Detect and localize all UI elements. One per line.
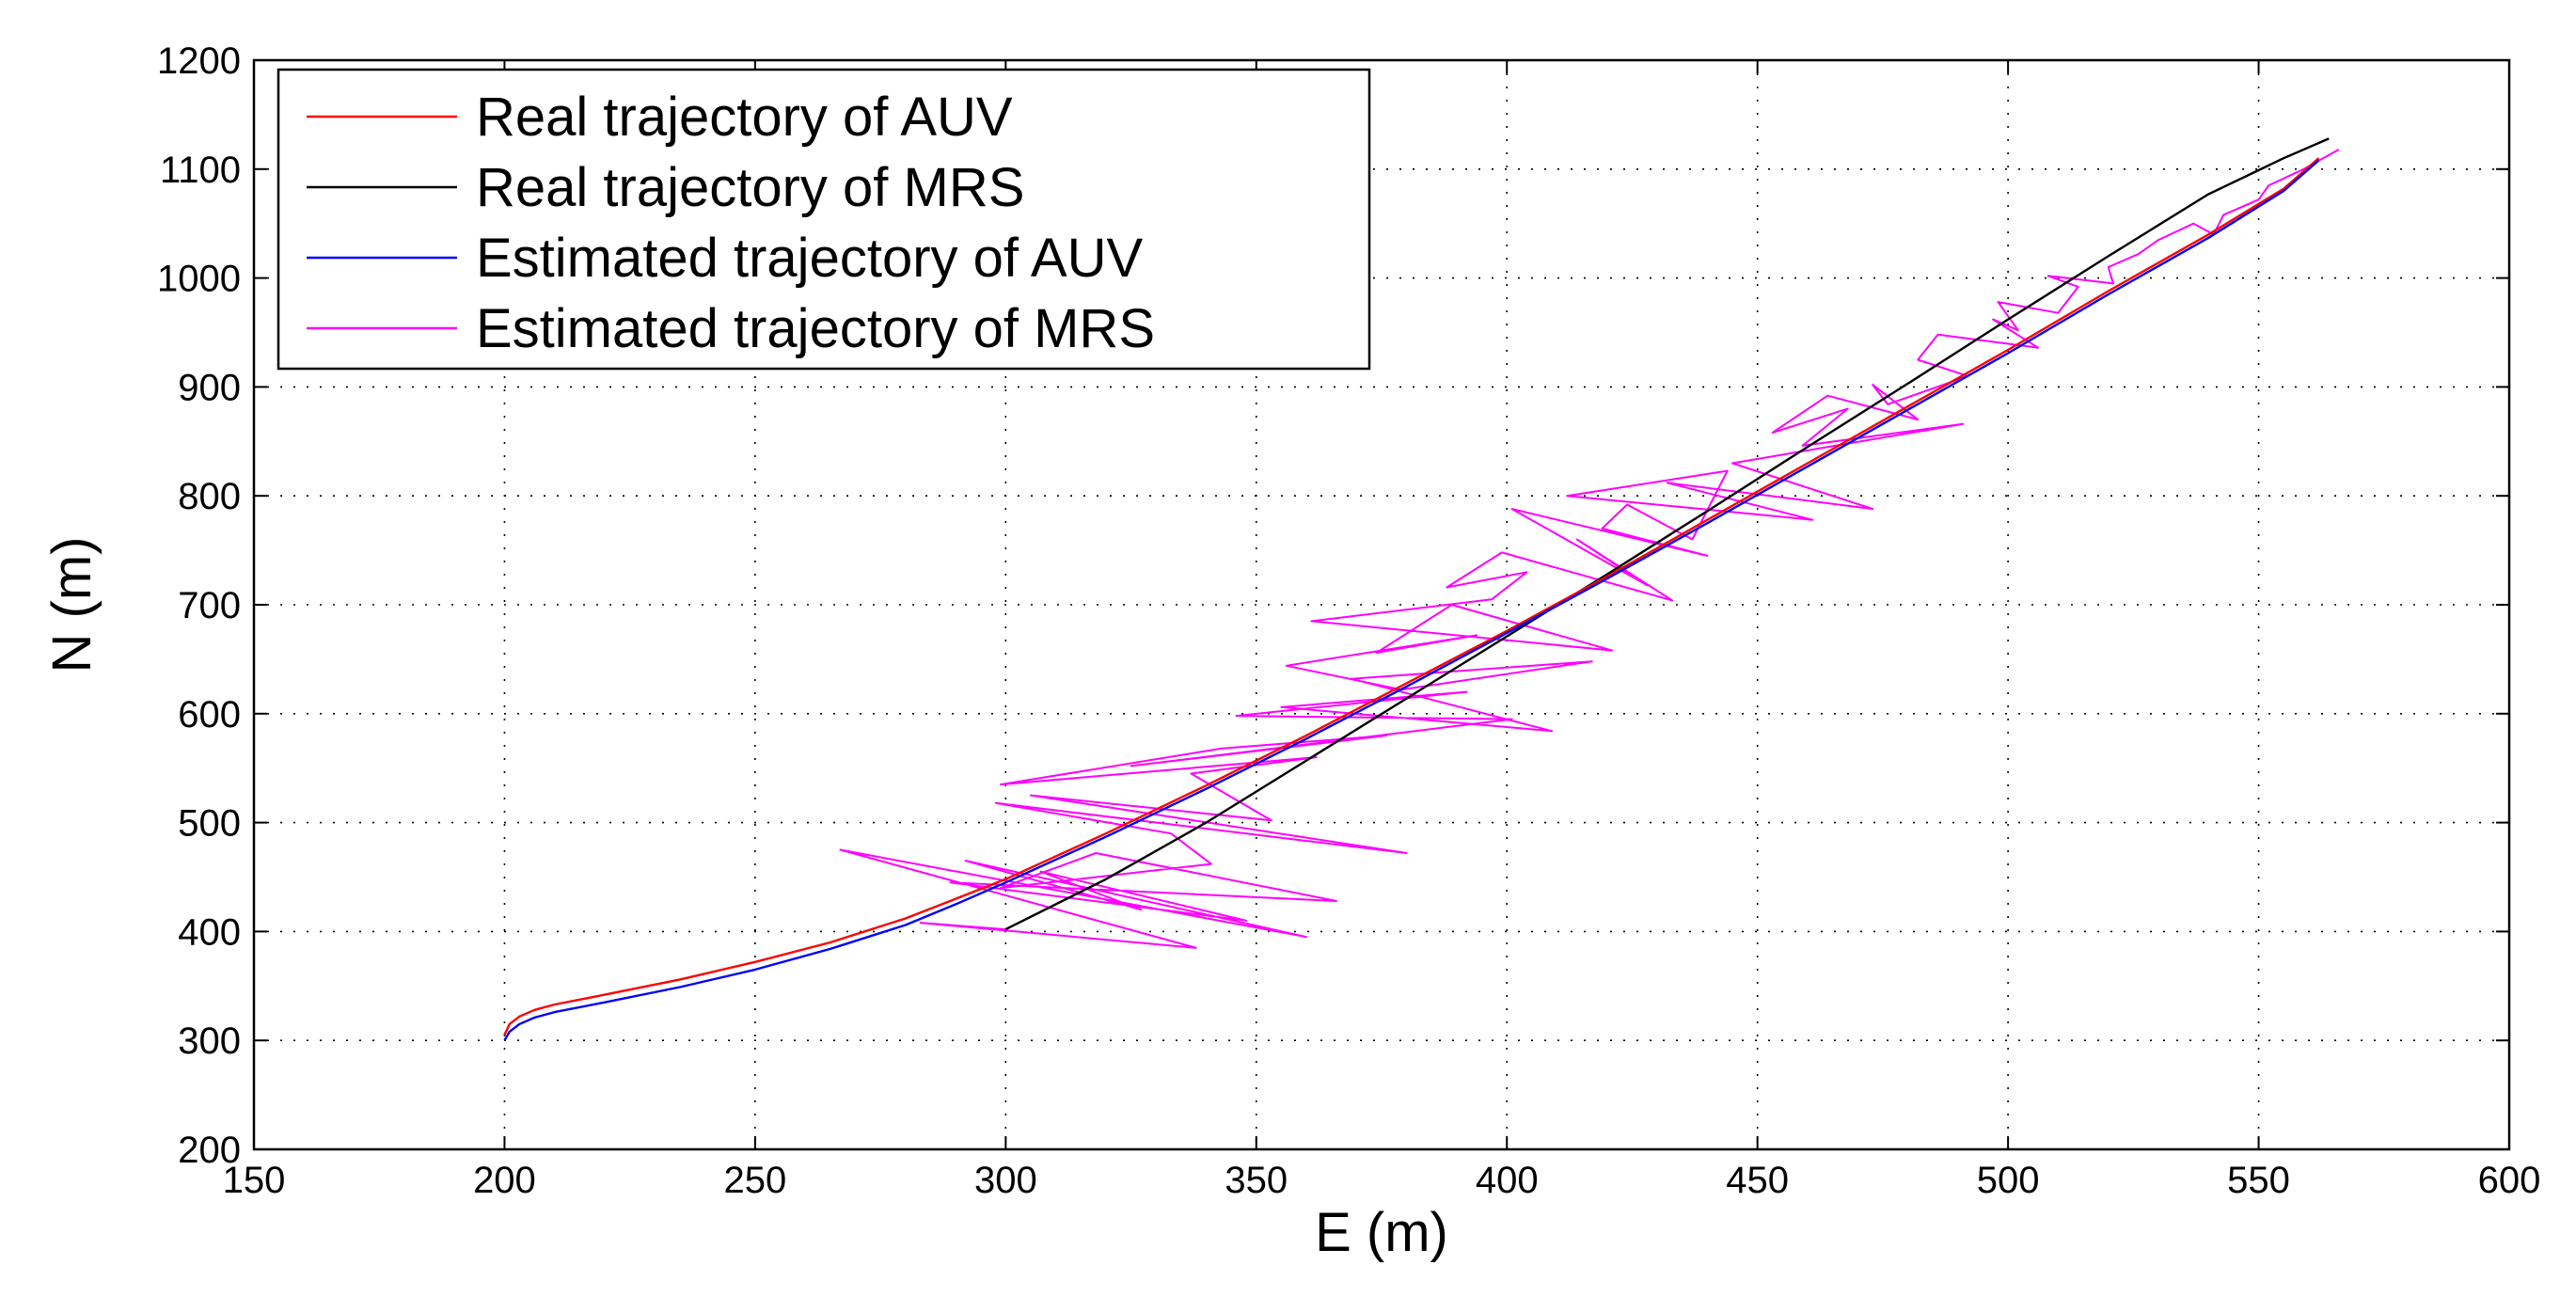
- axis-ticks: 150 200 250 300 350 400 450 500 550 6002003004005…: [157, 40, 2540, 1201]
- y-tick-label: 800: [178, 476, 241, 517]
- series-line-estimated-trajectory-of-auv: [503, 159, 2320, 1041]
- x-tick-label: 350: [1225, 1160, 1288, 1201]
- legend-box: [277, 68, 1371, 371]
- series-line-estimated-trajectory-of-mrs: [839, 149, 2340, 949]
- legend: Real trajectory of AUV Real trajectory of…: [277, 68, 1371, 371]
- y-tick-label: 1000: [157, 259, 241, 300]
- legend-entry-label: Real trajectory of MRS: [476, 157, 1024, 218]
- y-tick-label: 1100: [160, 150, 241, 191]
- x-tick-label: 600: [2478, 1160, 2541, 1201]
- x-tick-label: 550: [2227, 1160, 2290, 1201]
- x-tick-label: 500: [1977, 1160, 2040, 1201]
- x-tick-label: 200: [473, 1160, 536, 1201]
- x-tick-label: 400: [1476, 1160, 1539, 1201]
- y-tick-label: 500: [178, 803, 241, 845]
- series-line-real-trajectory-of-mrs: [1004, 137, 2330, 931]
- legend-entry-label: Estimated trajectory of AUV: [476, 228, 1143, 289]
- y-tick-label: 600: [178, 694, 241, 735]
- y-axis-label: N (m): [41, 537, 103, 673]
- x-tick-label: 250: [724, 1160, 787, 1201]
- x-tick-label: 450: [1726, 1160, 1789, 1201]
- x-axis-label: E (m): [1315, 1202, 1448, 1263]
- plot-series: [503, 137, 2340, 1041]
- y-tick-label: 700: [178, 585, 241, 626]
- series-line-real-trajectory-of-auv: [503, 157, 2320, 1036]
- x-tick-label: 300: [974, 1160, 1037, 1201]
- y-tick-label: 1200: [157, 40, 241, 82]
- legend-entry-label: Estimated trajectory of MRS: [476, 298, 1155, 359]
- y-tick-label: 300: [178, 1020, 241, 1062]
- y-tick-label: 900: [178, 367, 241, 408]
- x-tick-label: 150: [223, 1160, 286, 1201]
- legend-entry-label: Real trajectory of AUV: [476, 87, 1013, 148]
- y-tick-label: 200: [178, 1130, 241, 1171]
- y-tick-label: 400: [178, 911, 241, 953]
